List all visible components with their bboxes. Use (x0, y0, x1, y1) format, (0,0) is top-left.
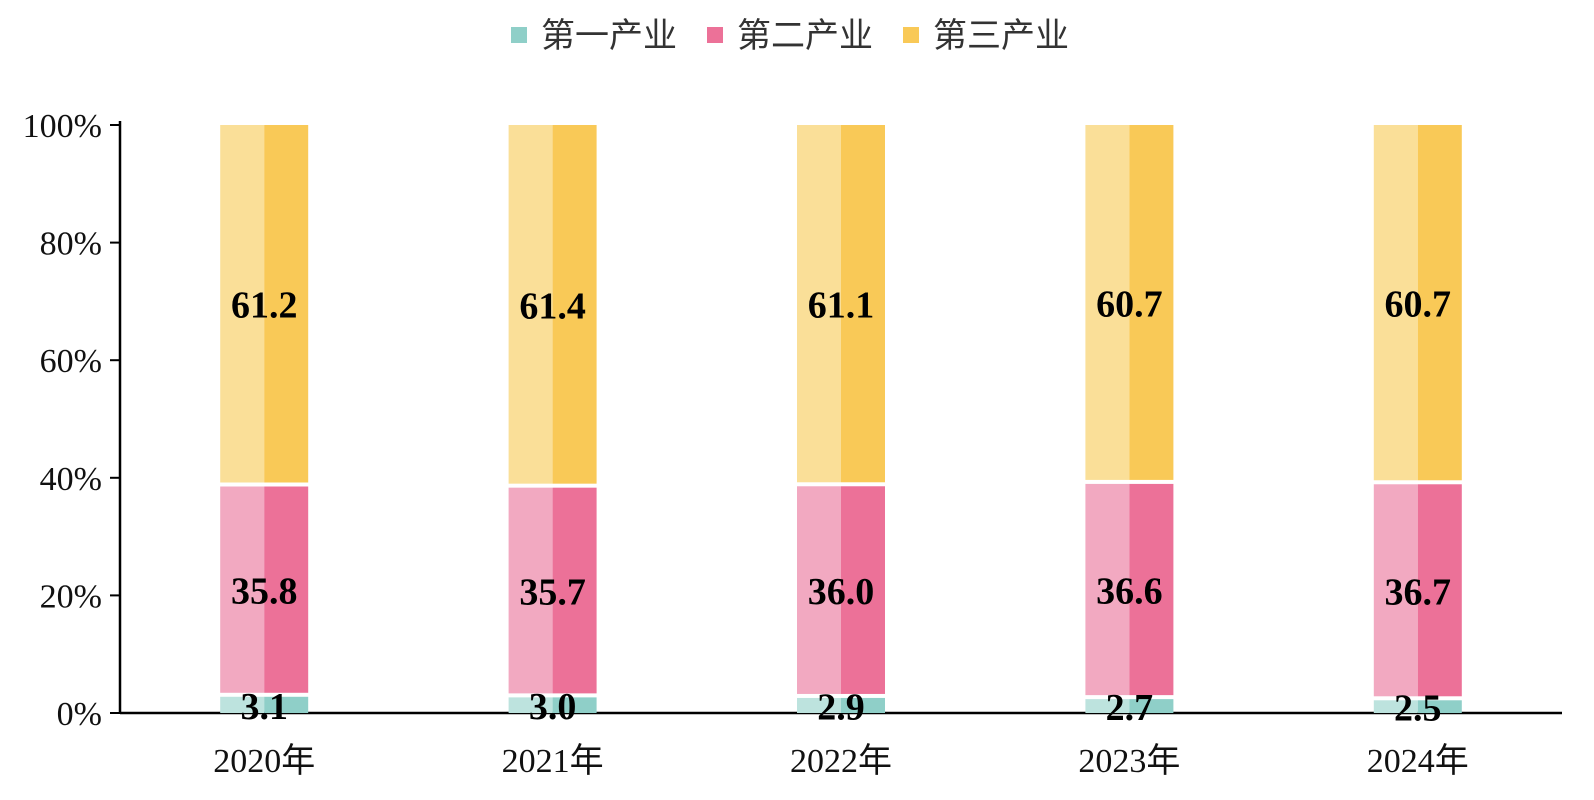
data-label: 35.8 (231, 571, 298, 613)
data-labels: 3.1 35.8 61.2 3.0 35.7 61.4 2.9 36.0 61.1 2.7 36.6… (231, 283, 1451, 729)
legend-item: 第一产业 (511, 16, 677, 56)
bar-segment-dark (264, 486, 309, 693)
bar-segment-light (220, 486, 265, 693)
bar-segment (1373, 125, 1462, 481)
data-label: 2.5 (1394, 688, 1442, 730)
data-label: 61.1 (808, 285, 875, 327)
legend-swatch (707, 27, 723, 43)
bar-segment-dark (1129, 483, 1174, 696)
bar-segment-light (1085, 483, 1130, 696)
data-label: 3.0 (529, 686, 577, 728)
y-tick-label: 40% (40, 461, 102, 498)
y-tick-label: 0% (57, 696, 102, 733)
legend-swatch (903, 27, 919, 43)
bar-segment (797, 125, 885, 483)
bar-segment-light (508, 125, 553, 484)
y-tick-label: 20% (40, 578, 102, 615)
data-label: 36.0 (808, 571, 875, 613)
data-label: 2.7 (1106, 687, 1154, 729)
bar-segment-dark (1417, 484, 1462, 697)
bar-segment-light (797, 125, 841, 483)
bars (220, 125, 1462, 713)
bar-segment (1085, 483, 1174, 696)
legend: 第一产业 第二产业 第三产业 (511, 16, 1069, 56)
legend-label: 第一产业 (541, 16, 677, 56)
bar-segment-dark (264, 125, 309, 483)
bar-segment (1085, 125, 1174, 480)
bar-segment-dark (552, 487, 597, 694)
bar-segment (508, 697, 597, 713)
bar-segment-light (220, 696, 265, 713)
bar-segment-light (1373, 700, 1418, 713)
x-tick-label: 2020年 (213, 742, 315, 780)
data-label: 2.9 (817, 686, 865, 728)
x-tick-label: 2021年 (502, 742, 604, 780)
bar-segment-light (1085, 125, 1130, 480)
bar-segment (797, 697, 885, 713)
bar-segment (1373, 700, 1462, 713)
bar-segment (797, 486, 885, 694)
bar-segment (1085, 699, 1174, 713)
bar-segment (508, 125, 597, 484)
bar-segment-dark (1417, 700, 1462, 713)
data-label: 36.6 (1096, 571, 1163, 613)
bar-segment-dark (264, 696, 309, 713)
axes: 0% 20% 40% 60% 80% 100% 2020年 2021年 2022年 2023年 20… (23, 108, 1562, 780)
bar-segment-light (797, 486, 841, 694)
data-label: 60.7 (1385, 284, 1452, 326)
bar-segment (508, 487, 597, 694)
bar-segment-dark (841, 697, 885, 713)
x-tick-label: 2024年 (1367, 742, 1469, 780)
legend-item: 第三产业 (903, 16, 1069, 56)
data-label: 60.7 (1096, 283, 1163, 325)
x-tick-label: 2022年 (790, 742, 892, 780)
legend-swatch (511, 27, 527, 43)
bar-segment (220, 486, 309, 693)
legend-item: 第二产业 (707, 16, 873, 56)
bar-segment-light (508, 487, 553, 694)
bar-segment-light (797, 697, 841, 713)
data-label: 36.7 (1385, 571, 1452, 613)
bar-segment-dark (1417, 125, 1462, 481)
bar-segment-light (508, 697, 553, 713)
data-label: 3.1 (240, 686, 288, 728)
bar-segment-light (220, 125, 265, 483)
y-tick-label: 80% (40, 226, 102, 263)
data-label: 61.4 (519, 285, 586, 327)
legend-label: 第三产业 (933, 16, 1069, 56)
bar-segment-dark (1129, 699, 1174, 713)
bar-segment-dark (841, 125, 885, 483)
x-tick-label: 2023年 (1078, 742, 1180, 780)
bar-segment-dark (841, 486, 885, 694)
data-label: 35.7 (519, 572, 586, 614)
data-label: 61.2 (231, 285, 298, 327)
y-tick-label: 60% (40, 343, 102, 380)
bar-segment (1373, 484, 1462, 697)
bar-segment-light (1373, 484, 1418, 697)
bar-segment-light (1085, 699, 1130, 713)
bar-segment-dark (552, 125, 597, 484)
bar-segment (220, 696, 309, 713)
y-tick-label: 100% (23, 108, 102, 145)
bar-segment (220, 125, 309, 483)
legend-label: 第二产业 (737, 16, 873, 56)
bar-segment-dark (1129, 125, 1174, 480)
bar-segment-dark (552, 697, 597, 713)
bar-segment-light (1373, 125, 1418, 481)
